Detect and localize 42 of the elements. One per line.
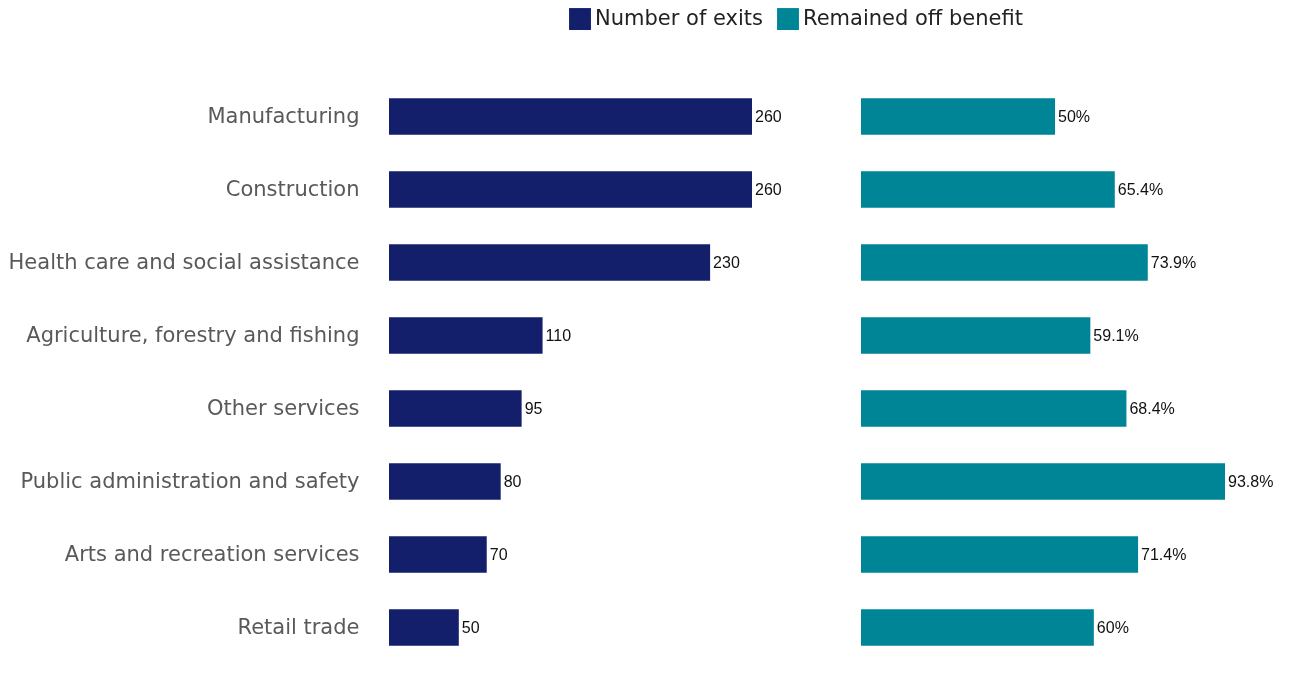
bar [861,390,1127,427]
data-label: 260 [755,180,782,198]
data-label: 73.9% [1150,253,1197,271]
data-label: 93.8% [1228,472,1274,490]
data-label: 260 [755,107,782,125]
data-label: 68.4% [1129,399,1175,417]
data-label: 65.4% [1117,180,1164,198]
bar [389,317,543,354]
data-label: 80 [503,472,522,490]
bar [861,317,1091,354]
data-label: 70 [489,545,508,563]
bar [861,244,1148,281]
bar [389,609,459,646]
bar [389,171,752,208]
y-tick-label: Manufacturing [207,103,360,128]
data-label: 230 [713,253,740,271]
bar [861,609,1094,646]
bar [861,171,1115,208]
y-tick-label: Construction [225,176,360,201]
bar [389,390,522,427]
data-label: 71.4% [1141,545,1187,563]
data-label: 50% [1058,107,1091,125]
data-label: 95 [524,399,543,417]
data-label: 50 [461,618,480,636]
y-tick-label: Agriculture, forestry and fishing [26,322,360,347]
y-tick-label: Arts and recreation services [64,541,360,566]
bar [861,463,1225,500]
bar [389,98,752,135]
bar [861,536,1139,573]
y-tick-label: Health care and social assistance [8,249,360,274]
data-label: 60% [1096,618,1129,636]
bar [389,463,501,500]
legend-label: Number of exits [595,6,763,31]
data-label: 110 [545,326,572,344]
y-tick-label: Other services [207,395,360,420]
data-label: 59.1% [1093,326,1139,344]
y-tick-label: Retail trade [237,614,360,639]
bar [861,98,1056,135]
bar [389,244,711,281]
legend-label: Remained off benefit [803,6,1023,31]
bar [389,536,487,573]
y-tick-label: Public administration and safety [20,468,360,493]
